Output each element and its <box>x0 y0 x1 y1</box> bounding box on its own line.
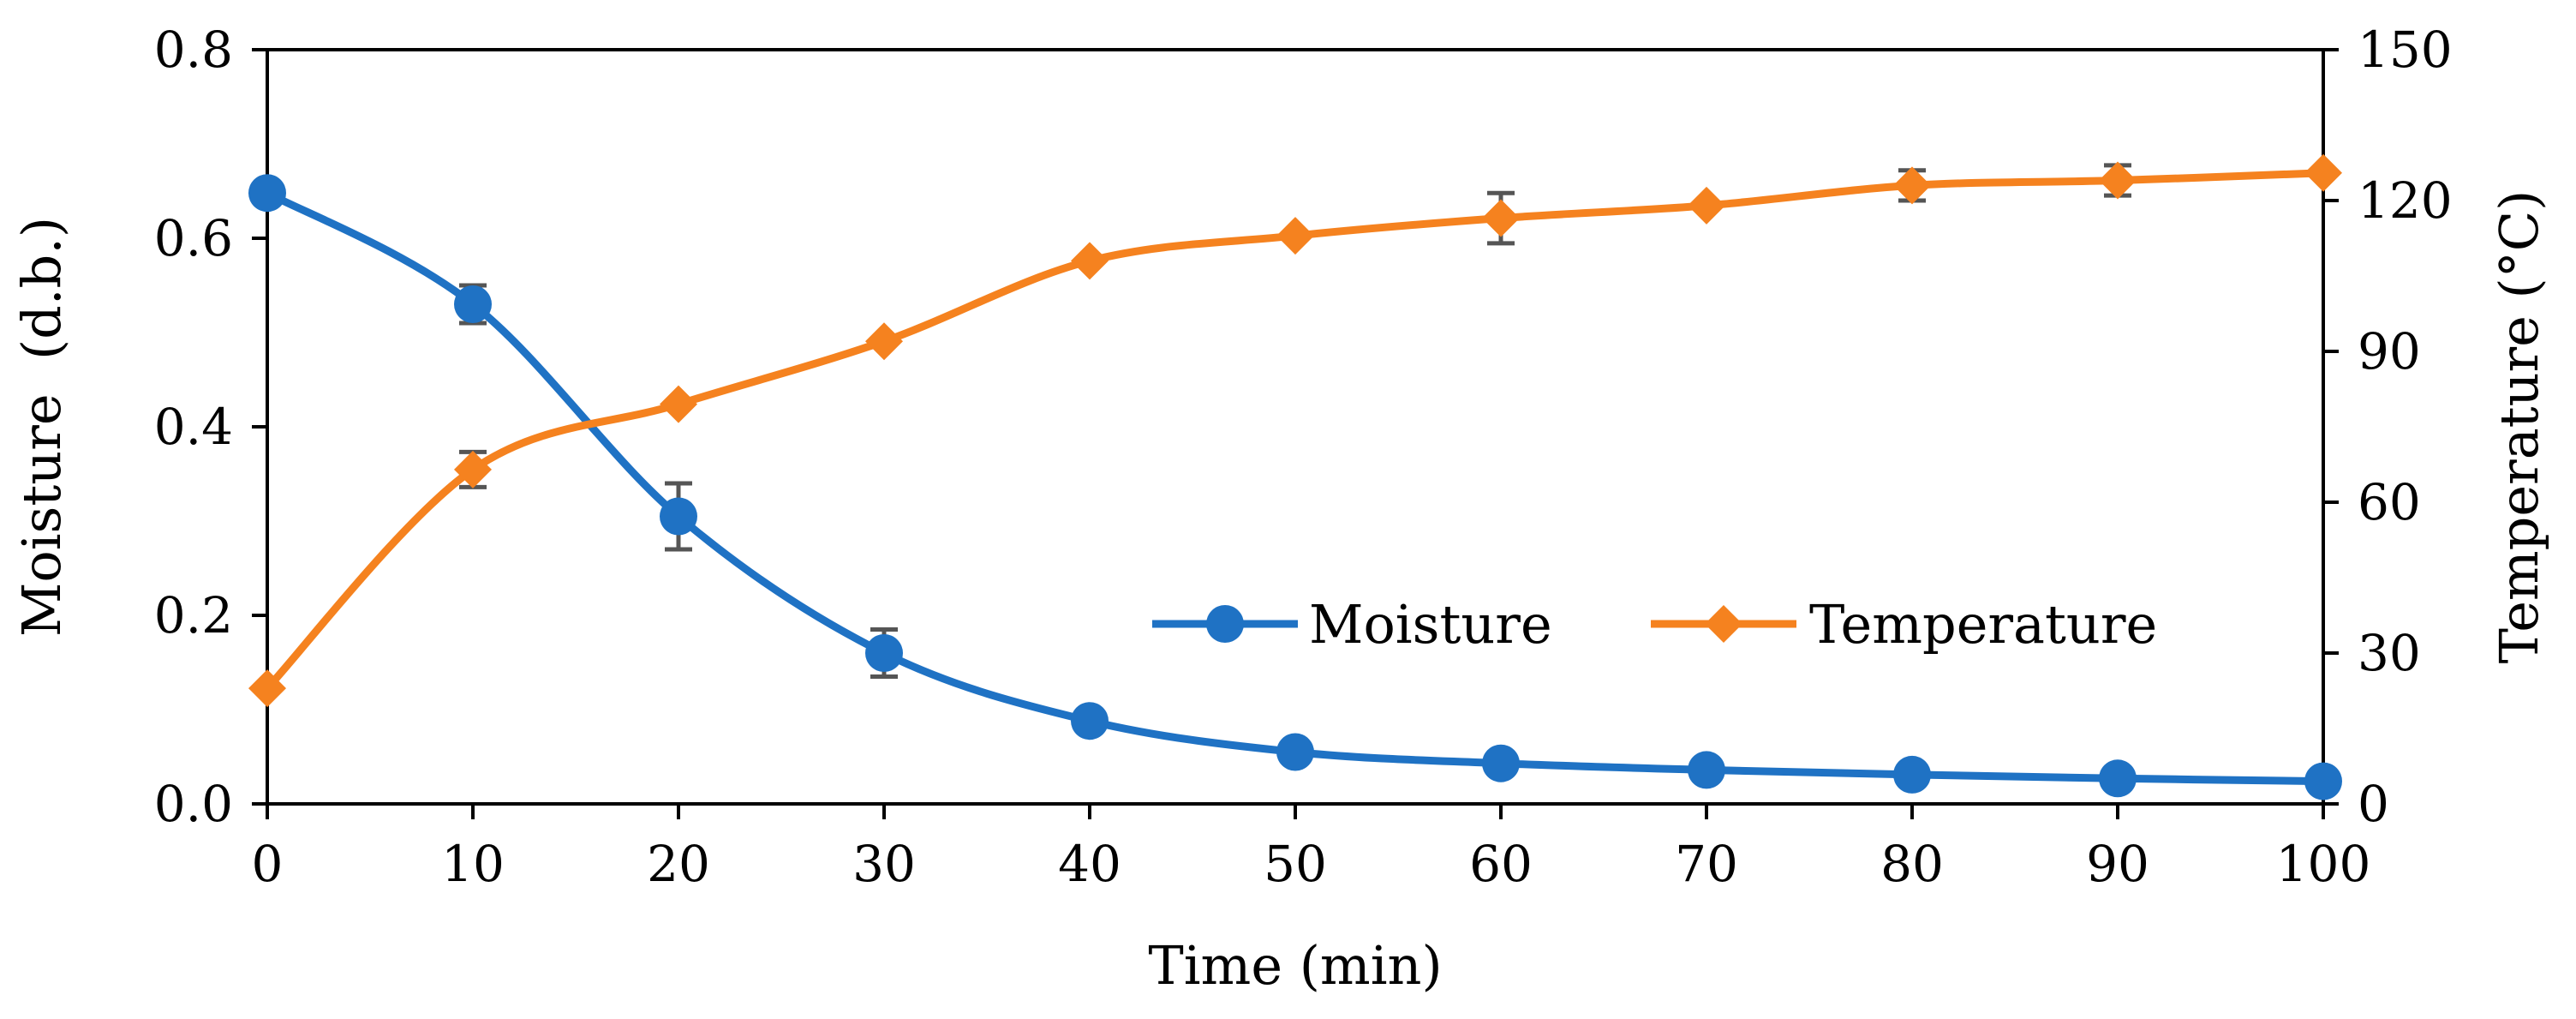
x-tick-label: 100 <box>2276 835 2371 893</box>
data-point-moisture <box>248 174 286 213</box>
y-right-axis-ticks: 0 30 60 90 120 150 <box>2323 21 2453 833</box>
x-tick-label: 10 <box>441 835 505 893</box>
y-right-tick-label: 30 <box>2358 624 2421 682</box>
data-point-moisture <box>1482 744 1520 782</box>
y-left-tick-label: 0.6 <box>154 209 233 267</box>
y-right-axis-title: Temperature (°C) <box>2488 190 2550 664</box>
data-point-temperature <box>248 669 286 708</box>
data-point-moisture <box>1071 702 1109 740</box>
y-left-tick-label: 0.4 <box>154 398 233 456</box>
data-point-moisture <box>1893 755 1931 794</box>
data-point-moisture <box>2099 759 2137 798</box>
x-tick-label: 40 <box>1058 835 1121 893</box>
data-point-temperature <box>1688 186 1725 225</box>
data-point-temperature <box>1071 242 1109 280</box>
data-point-temperature <box>1893 166 1931 205</box>
series-temperature-line <box>264 169 2324 692</box>
legend-moisture-marker <box>1206 605 1244 643</box>
data-point-temperature <box>1276 217 1314 255</box>
legend-moisture-label: Moisture <box>1309 593 1552 656</box>
legend-temperature-label: Temperature <box>1809 593 2157 656</box>
x-tick-label: 0 <box>252 835 284 893</box>
data-point-moisture <box>865 634 903 672</box>
y-left-axis-ticks: 0.0 0.2 0.4 0.6 0.8 <box>154 21 267 833</box>
data-point-moisture <box>1276 733 1314 771</box>
series-temperature <box>248 153 2342 708</box>
legend-item-temperature: Temperature <box>1651 593 2157 656</box>
data-point-temperature <box>660 385 697 423</box>
x-tick-label: 50 <box>1264 835 1327 893</box>
y-right-tick-label: 0 <box>2358 775 2389 833</box>
y-right-tick-label: 90 <box>2358 322 2421 381</box>
x-tick-label: 30 <box>852 835 916 893</box>
series-layer <box>248 153 2342 800</box>
legend-temperature-marker <box>1705 605 1742 643</box>
data-point-moisture <box>660 497 697 536</box>
data-point-temperature <box>2304 153 2342 192</box>
data-point-temperature <box>2099 161 2137 200</box>
x-tick-label: 70 <box>1675 835 1738 893</box>
y-right-tick-label: 120 <box>2358 171 2453 230</box>
series-moisture <box>248 174 2342 800</box>
legend-item-moisture: Moisture <box>1152 593 1552 656</box>
legend: Moisture Temperature <box>1152 593 2157 656</box>
y-left-tick-label: 0.0 <box>154 775 233 833</box>
data-point-temperature <box>865 322 903 361</box>
data-point-moisture <box>1688 751 1725 789</box>
y-left-tick-label: 0.2 <box>154 586 233 644</box>
data-point-temperature <box>1482 199 1520 237</box>
x-axis-title: Time (min) <box>1148 934 1442 997</box>
x-tick-label: 80 <box>1880 835 1944 893</box>
data-point-moisture <box>454 285 492 323</box>
x-tick-label: 20 <box>647 835 710 893</box>
x-tick-label: 60 <box>1469 835 1533 893</box>
y-left-axis-title: Moisture (d.b.) <box>10 217 73 637</box>
y-left-tick-label: 0.8 <box>154 21 233 79</box>
x-axis-ticks: 0 10 20 30 40 50 60 70 80 90 100 <box>252 804 2371 893</box>
data-point-moisture <box>2304 762 2342 800</box>
x-tick-label: 90 <box>2086 835 2149 893</box>
data-point-temperature <box>454 450 492 489</box>
series-moisture-line <box>265 189 2324 786</box>
y-right-tick-label: 60 <box>2358 473 2421 531</box>
y-right-tick-label: 150 <box>2358 21 2453 79</box>
